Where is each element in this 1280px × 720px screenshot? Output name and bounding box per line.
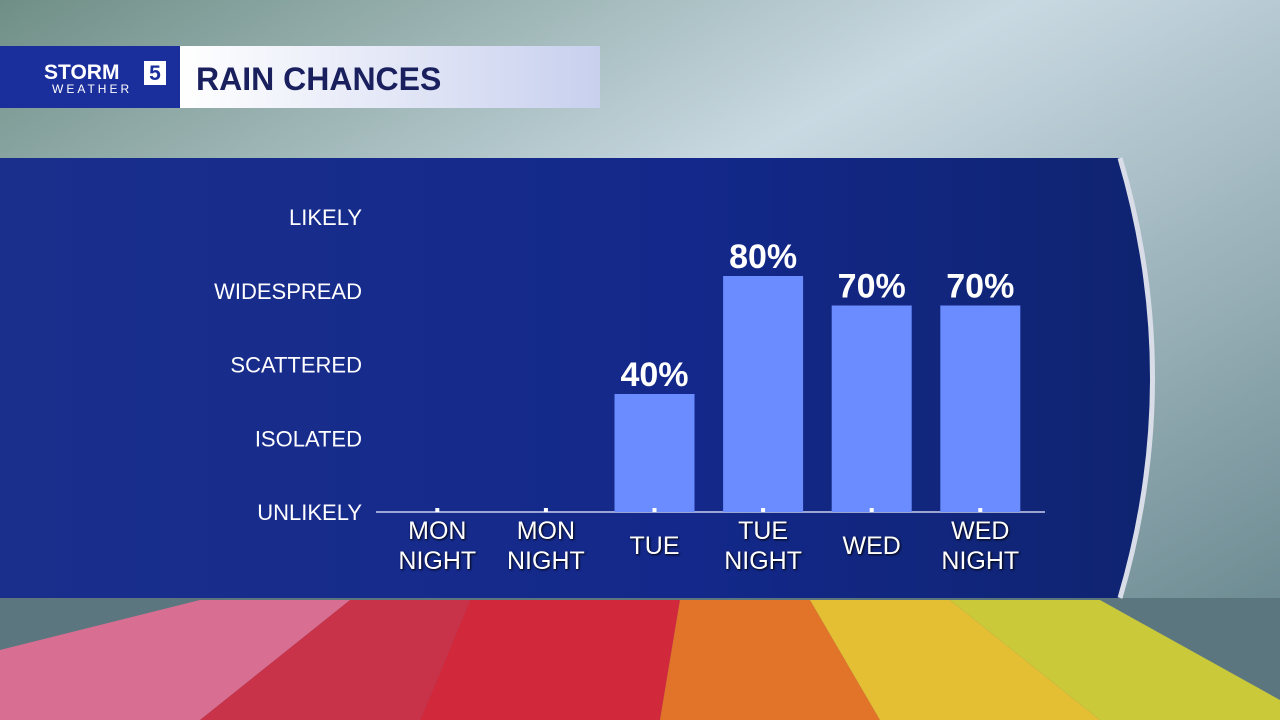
x-tick-label: TUE NIGHT	[724, 517, 802, 575]
x-tick	[761, 508, 766, 512]
value-label: 70%	[946, 268, 1014, 306]
logo-brand: STORM	[44, 61, 119, 84]
y-tick-label: SCATTERED	[230, 353, 362, 378]
x-tick-label: TUE	[629, 532, 680, 560]
bar	[831, 305, 912, 512]
value-label: 80%	[729, 238, 797, 276]
x-tick	[869, 508, 874, 512]
x-tick-label: MON NIGHT	[398, 517, 477, 575]
x-tick	[543, 508, 548, 512]
x-tick-label: WED NIGHT	[941, 517, 1020, 575]
y-tick-label: ISOLATED	[255, 426, 362, 451]
x-tick-label: WED	[842, 532, 901, 560]
y-tick-label: UNLIKELY	[257, 500, 362, 525]
logo-sub: WEATHER	[52, 82, 132, 96]
value-label: 40%	[620, 356, 688, 394]
y-tick-label: WIDESPREAD	[214, 279, 362, 304]
bar	[614, 394, 695, 512]
logo-number: 5	[149, 62, 161, 85]
x-tick	[435, 508, 440, 512]
panel-edge	[1117, 157, 1155, 599]
logo-number-box	[144, 61, 166, 85]
umbrella	[0, 598, 1280, 720]
title-bar	[180, 46, 600, 108]
value-label: 70%	[838, 268, 906, 306]
x-tick	[978, 508, 983, 512]
x-tick	[652, 508, 657, 512]
x-tick-label: MON NIGHT	[507, 517, 585, 575]
y-tick-label: LIKELY	[289, 205, 362, 230]
bar	[940, 305, 1021, 512]
bar	[723, 276, 804, 512]
chart-title: RAIN CHANCES	[196, 61, 441, 97]
